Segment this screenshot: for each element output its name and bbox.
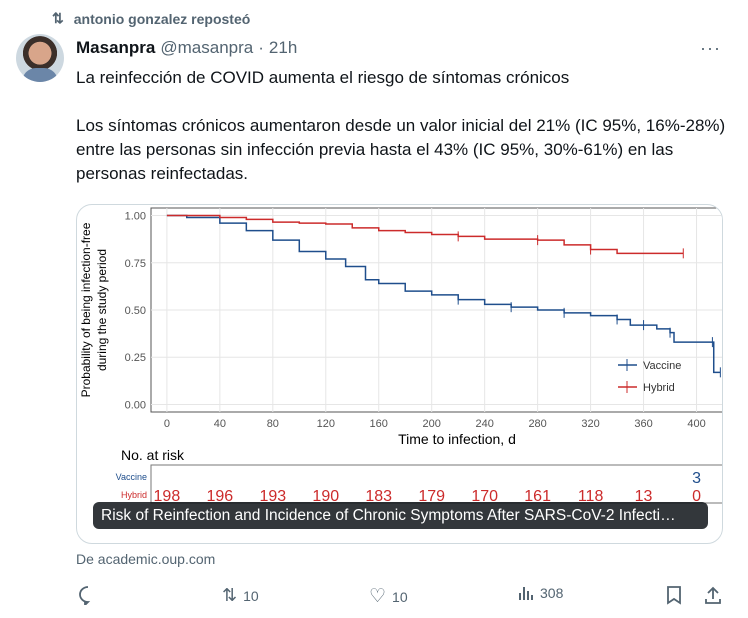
heart-icon: ♡ <box>369 586 387 607</box>
x-tick-label: 0 <box>164 418 170 430</box>
reply-button[interactable] <box>78 585 98 605</box>
repost-button[interactable]: ⇅ 10 <box>222 585 259 606</box>
like-count: 10 <box>392 588 408 605</box>
repost-icon: ⇅ <box>222 585 238 605</box>
link-card-image[interactable]: 0 40 80 120 160 200 240 280 320 360 400 0.00 0.25 0.5… <box>76 204 723 544</box>
author-name[interactable]: Masanpra <box>76 38 156 57</box>
risk-value: 161 <box>524 488 551 505</box>
y-tick-label: 0.50 <box>125 305 146 317</box>
risk-value: 118 <box>578 488 604 505</box>
risk-value: 179 <box>418 488 445 505</box>
repost-icon: ⇅ <box>52 10 64 26</box>
y-tick-label: 0.25 <box>125 352 146 364</box>
repost-indicator[interactable]: ⇅ antonio gonzalez reposteó <box>52 10 250 27</box>
risk-value: 198 <box>154 488 181 505</box>
y-tick-label: 0.75 <box>125 258 146 270</box>
share-icon <box>705 586 721 604</box>
share-button[interactable] <box>704 585 722 605</box>
x-tick-label: 240 <box>475 418 493 430</box>
y-tick-label: 0.00 <box>125 399 146 411</box>
y-axis-label: Probability of being infection-free <box>79 222 93 397</box>
bookmark-icon <box>667 586 681 605</box>
x-tick-label: 360 <box>634 418 652 430</box>
y-tick-label: 1.00 <box>125 211 146 223</box>
tweet-text: La reinfección de COVID aumenta el riesg… <box>76 68 726 183</box>
risk-value: 0 <box>692 488 701 505</box>
x-axis-label: Time to infection, d <box>398 431 516 447</box>
km-chart: 0 40 80 120 160 200 240 280 320 360 400 0.00 0.25 0.5… <box>79 207 722 505</box>
views-icon <box>519 587 533 600</box>
series-hybrid <box>166 214 684 255</box>
x-tick-label: 80 <box>267 418 279 430</box>
tweet-header: Masanpra @masanpra · 21h <box>76 38 297 58</box>
risk-value: 13 <box>635 488 653 505</box>
risk-value: 193 <box>259 488 286 505</box>
more-options-icon[interactable]: ··· <box>700 38 721 58</box>
series-vaccine <box>166 214 721 374</box>
risk-row-label: Vaccine <box>116 472 147 482</box>
legend-label: Vaccine <box>643 360 681 372</box>
risk-value: 190 <box>312 488 339 505</box>
x-tick-label: 400 <box>687 418 705 430</box>
x-tick-label: 40 <box>214 418 226 430</box>
x-tick-label: 320 <box>581 418 599 430</box>
view-count: 308 <box>540 585 564 601</box>
card-source[interactable]: De academic.oup.com <box>76 551 216 567</box>
y-axis-label-2: during the study period <box>95 249 109 371</box>
risk-value: 183 <box>365 488 392 505</box>
reply-icon <box>79 586 91 605</box>
avatar[interactable] <box>16 34 64 82</box>
card-caption[interactable]: Risk of Reinfection and Incidence of Chr… <box>93 502 708 529</box>
risk-value: 196 <box>207 488 234 505</box>
timestamp[interactable]: 21h <box>268 38 298 57</box>
x-tick-label: 160 <box>370 418 388 430</box>
legend-label: Hybrid <box>643 382 675 394</box>
repost-count: 10 <box>243 587 259 604</box>
author-handle[interactable]: @masanpra <box>160 38 254 57</box>
x-tick-label: 120 <box>317 418 335 430</box>
risk-value: 3 <box>692 470 701 487</box>
risk-table-title: No. at risk <box>121 447 185 463</box>
x-tick-label: 280 <box>528 418 546 430</box>
risk-row-label: Hybrid <box>121 490 147 500</box>
repost-label: antonio gonzalez reposteó <box>73 10 251 27</box>
separator: · <box>258 38 264 57</box>
like-button[interactable]: ♡ 10 <box>369 585 408 608</box>
risk-value: 170 <box>471 488 498 505</box>
views-button[interactable]: 308 <box>518 585 563 601</box>
bookmark-button[interactable] <box>665 585 683 605</box>
x-tick-label: 200 <box>423 418 441 430</box>
